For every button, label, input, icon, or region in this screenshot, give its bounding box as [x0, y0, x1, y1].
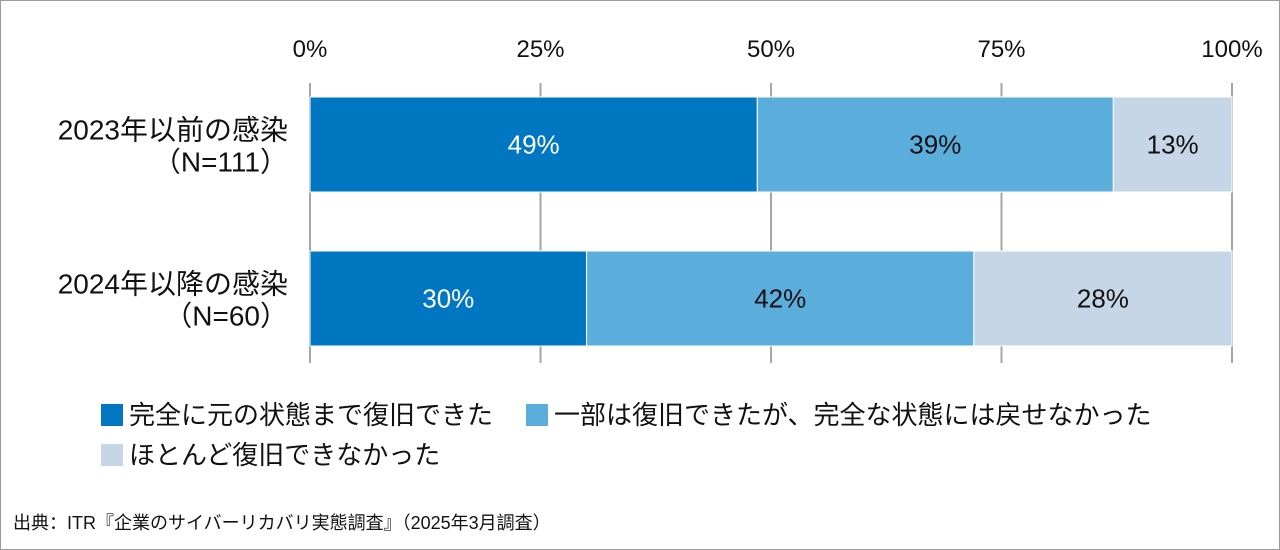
- legend-label-0: 完全に元の状態まで復旧できた: [129, 400, 494, 430]
- x-tick-label-100: 100%: [1201, 36, 1262, 63]
- bar-segment-0-2: [1112, 96, 1233, 193]
- category-note-1: （N=60）: [164, 301, 288, 332]
- legend-swatch-2: [101, 444, 123, 466]
- data-label-0-2: 13%: [1147, 130, 1199, 160]
- bar-segment-0-1: [756, 96, 1114, 193]
- legend-swatch-0: [101, 404, 123, 426]
- category-label-1: 2024年以降の感染: [58, 269, 288, 300]
- x-tick-label-75: 75%: [977, 36, 1025, 63]
- legend: 完全に元の状態まで復旧できた 一部は復旧できたが、完全な状態には戻せなかったほとん…: [101, 395, 1152, 475]
- legend-label-1: 一部は復旧できたが、完全な状態には戻せなかった: [554, 400, 1152, 430]
- legend-item-0: 完全に元の状態まで復旧できた: [101, 395, 493, 435]
- source-note: 出典：ITR『企業のサイバーリカバリ実態調査』（2025年3月調査）: [13, 513, 551, 533]
- stacked-bar-chart: 0% 25% 50% 75% 100% 49% 39% 13% 30% 42% 28% 2023年…: [58, 36, 1263, 363]
- x-axis-tick-labels: 0% 25% 50% 75% 100%: [293, 36, 1263, 63]
- bar-segment-1-1: [586, 250, 975, 347]
- category-label-0: 2023年以前の感染: [58, 115, 288, 146]
- bar-segment-1-0: [309, 250, 588, 347]
- bar-segment-0-0: [309, 96, 758, 193]
- data-label-1-0: 30%: [422, 284, 474, 314]
- category-note-0: （N=111）: [153, 147, 288, 178]
- category-labels: 2023年以前の感染（N=111） 2024年以降の感染（N=60）: [58, 115, 288, 332]
- legend-item-1: 一部は復旧できたが、完全な状態には戻せなかった: [526, 395, 1152, 435]
- data-labels: 49% 39% 13% 30% 42% 28%: [422, 130, 1198, 314]
- legend-swatch-1: [526, 404, 549, 426]
- data-label-1-1: 42%: [754, 284, 806, 314]
- x-tick-label-50: 50%: [747, 36, 795, 63]
- x-tick-label-25: 25%: [516, 36, 564, 63]
- bar-segment-1-2: [973, 250, 1233, 347]
- bars: [309, 96, 1233, 347]
- x-tick-label-0: 0%: [293, 36, 328, 63]
- data-label-0-1: 39%: [909, 130, 961, 160]
- data-label-1-2: 28%: [1077, 284, 1129, 314]
- legend-item-2: ほとんど復旧できなかった: [101, 435, 493, 475]
- data-label-0-0: 49%: [508, 130, 560, 160]
- legend-label-2: ほとんど復旧できなかった: [129, 440, 441, 470]
